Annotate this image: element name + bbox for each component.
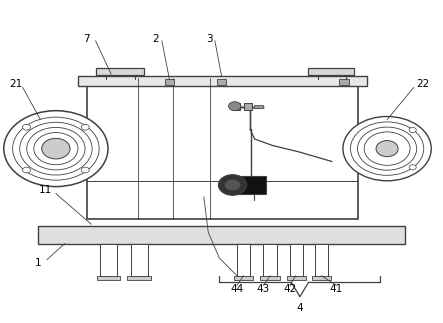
Circle shape [409,165,416,170]
Bar [87,78,358,219]
Bar [97,276,120,279]
Ellipse shape [42,138,70,159]
Circle shape [81,124,89,130]
Bar [128,276,151,279]
Bar [312,276,331,279]
Circle shape [23,124,31,130]
Text: 44: 44 [230,284,244,294]
Text: 1: 1 [35,258,42,268]
Text: 11: 11 [39,185,52,195]
Bar [38,226,405,244]
Bar [264,244,277,276]
Bar [287,276,306,279]
Bar [237,176,266,194]
Text: 22: 22 [416,79,429,89]
Bar [244,103,253,110]
Bar [234,276,253,279]
Bar [100,244,117,276]
Circle shape [409,127,416,132]
Bar [78,76,367,86]
Circle shape [81,167,89,173]
Text: 41: 41 [330,284,343,294]
Bar [217,79,226,85]
Text: 2: 2 [152,34,159,44]
Bar [164,79,174,85]
Text: 3: 3 [206,34,213,44]
Ellipse shape [4,111,108,187]
Bar [290,244,303,276]
Bar [339,79,349,85]
Text: 7: 7 [83,34,90,44]
Bar [315,244,328,276]
Bar [232,103,241,110]
Text: 42: 42 [284,284,296,294]
Circle shape [218,175,247,195]
Ellipse shape [343,117,431,181]
Circle shape [225,179,240,191]
Bar [254,105,263,109]
Circle shape [229,102,241,111]
Bar [131,244,148,276]
Text: 21: 21 [10,79,23,89]
Bar [307,68,354,75]
Ellipse shape [376,141,398,157]
Circle shape [23,167,31,173]
Text: 43: 43 [257,284,270,294]
Bar [260,276,280,279]
Bar [237,244,250,276]
Text: 4: 4 [297,303,303,313]
Bar [96,68,144,75]
